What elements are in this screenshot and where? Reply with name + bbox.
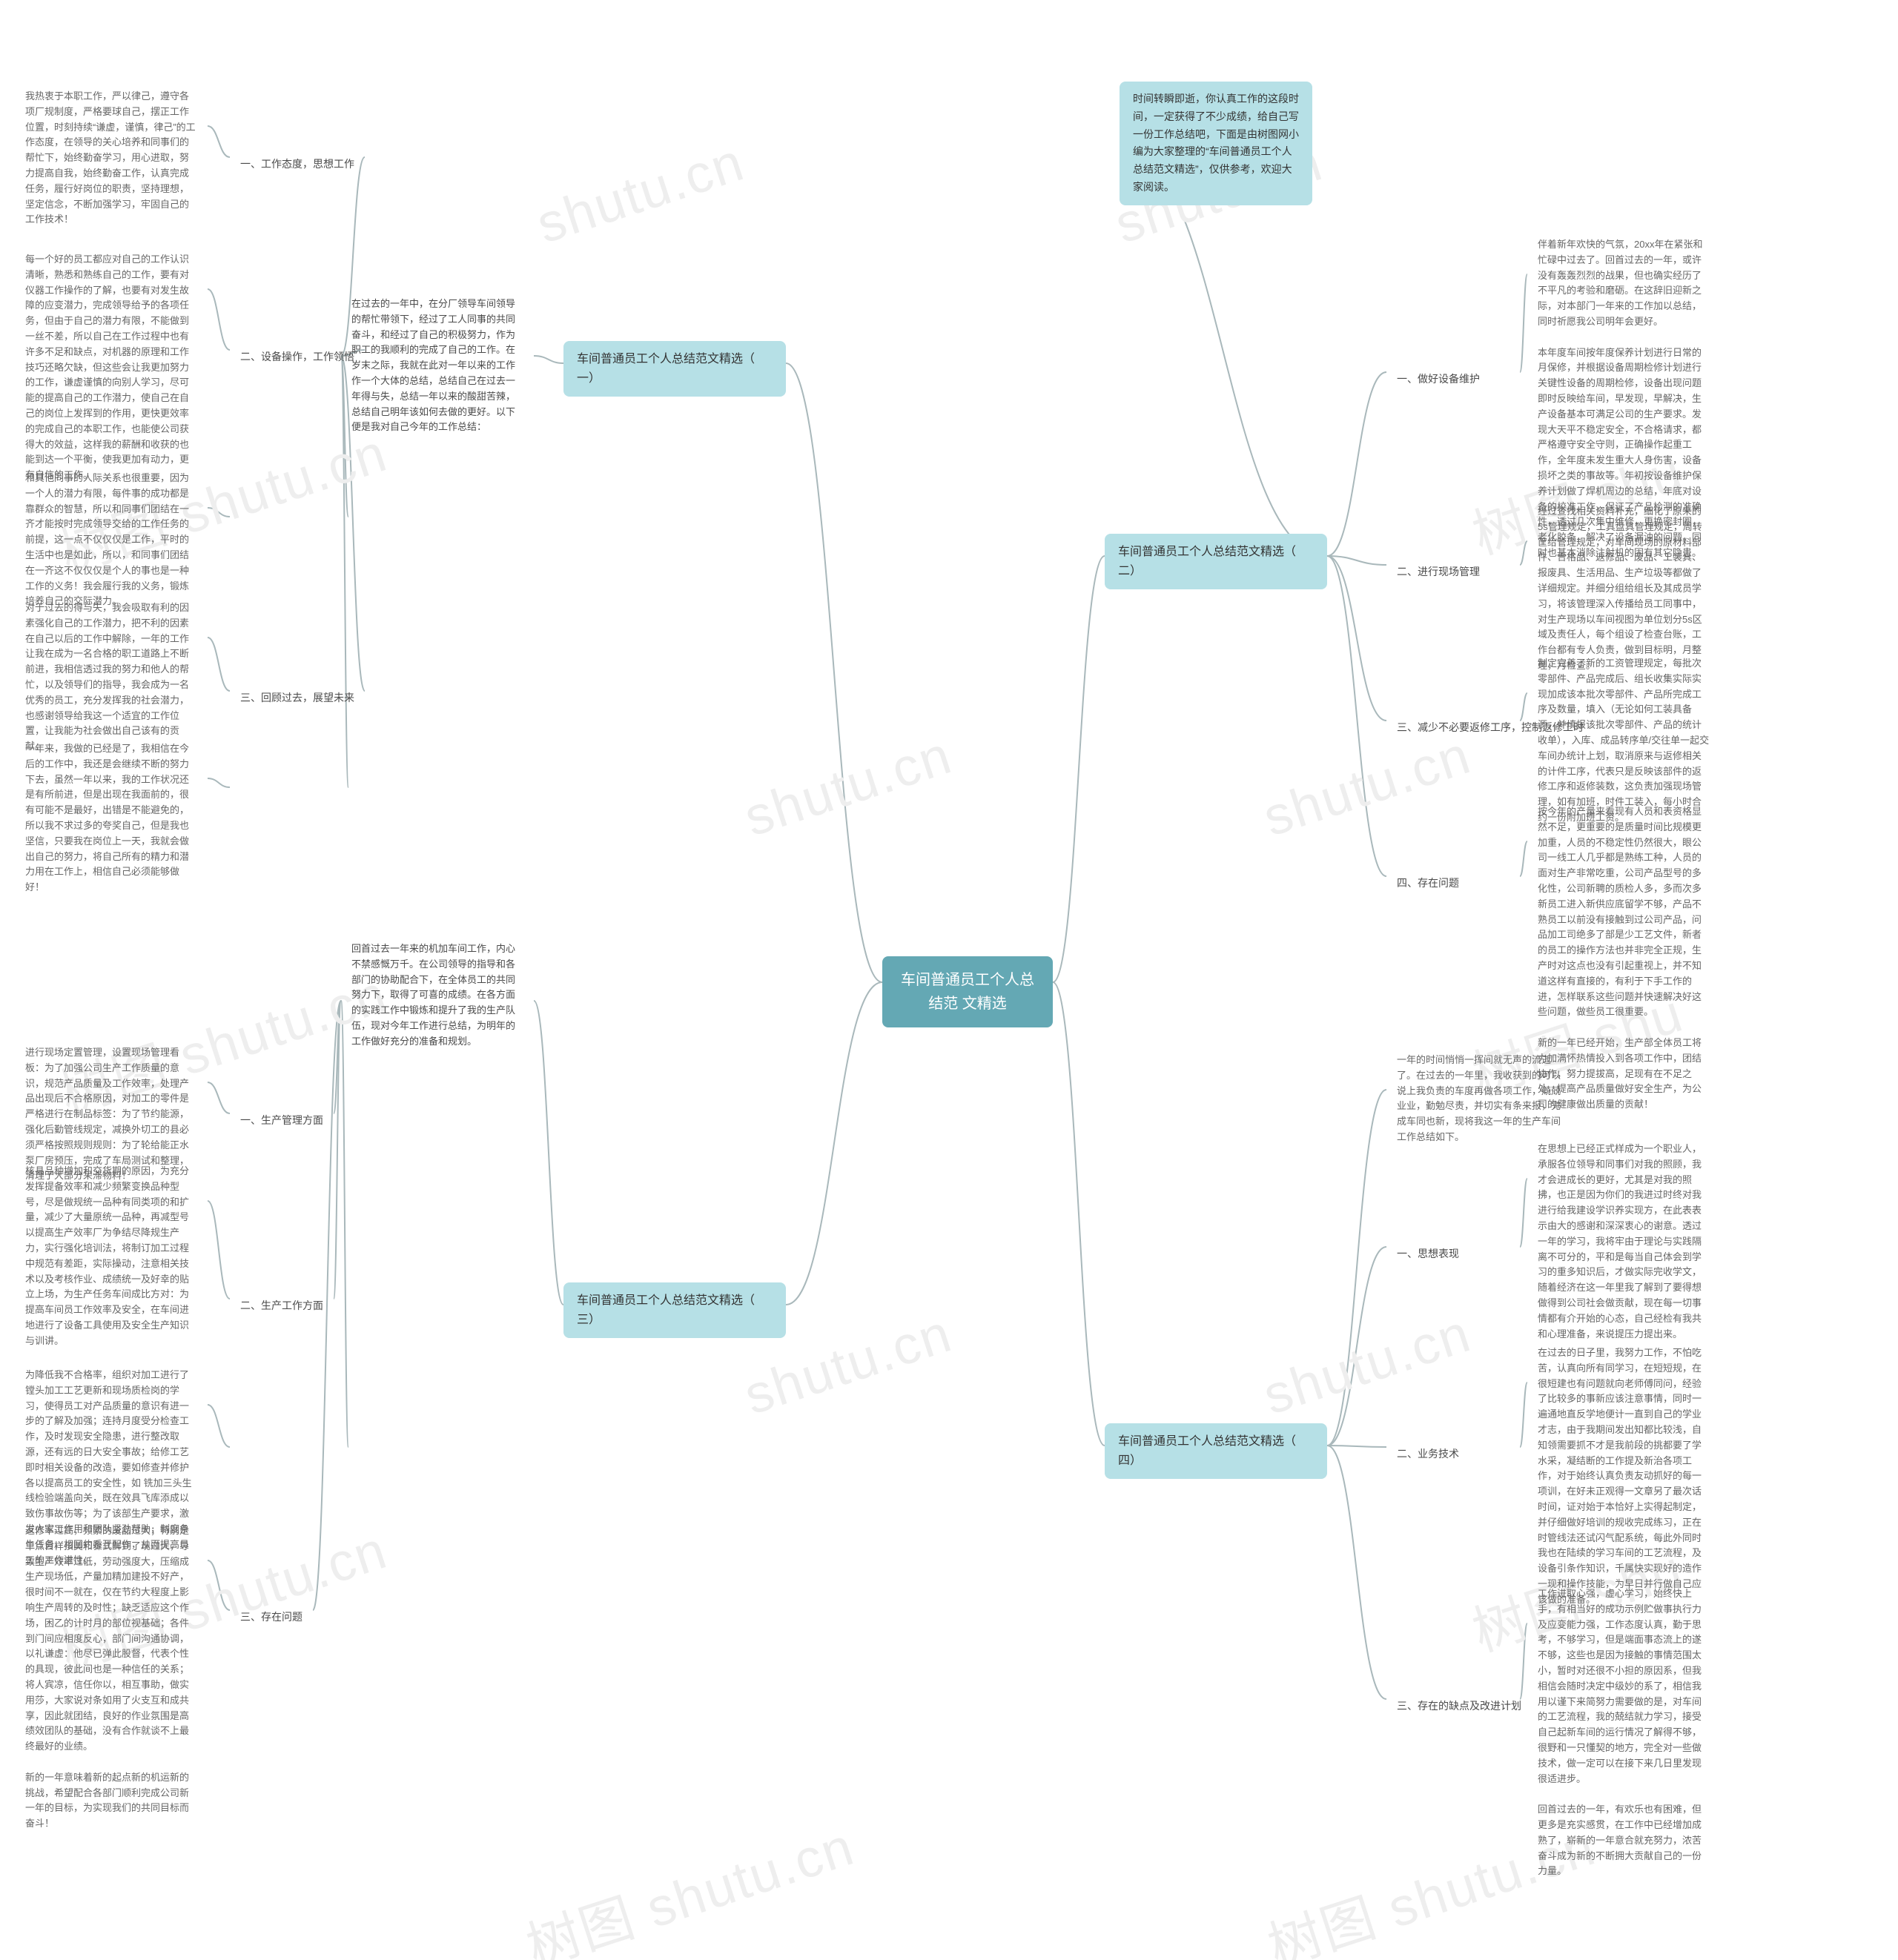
sub-heading: 一、思想表现 bbox=[1386, 1238, 1469, 1269]
intro-text: 时间转瞬即逝，你认真工作的这段时间，一定获得了不少成绩，给自己写一份工作总结吧，… bbox=[1120, 82, 1312, 205]
watermark: shutu.cn bbox=[737, 724, 959, 848]
watermark: 树图 shutu.cn bbox=[515, 1803, 862, 1960]
sub-heading: 一、做好设备维护 bbox=[1386, 363, 1490, 394]
sub-heading: 二、生产工作方面 bbox=[230, 1290, 334, 1321]
sub-heading: 二、业务技术 bbox=[1386, 1438, 1469, 1469]
sub-heading: 四、存在问题 bbox=[1386, 867, 1469, 898]
desc-text: 在过去的日子里，我努力工作，不怕吃苦，认真向所有同学习，在短短规，在很短建也有问… bbox=[1527, 1338, 1720, 1615]
intro-text: 回首过去一年来的机加车间工作，内心不禁感慨万千。在公司领导的指导和各部门的协助配… bbox=[341, 934, 534, 1057]
sub-heading: 三、存在问题 bbox=[230, 1601, 313, 1632]
desc-text: 在思想上已经正式样成为一个职业人，承服各位领导和同事们对我的照顾，我才会进成长的… bbox=[1527, 1134, 1720, 1349]
sub-heading: 三、回顾过去，展望未来 bbox=[230, 682, 365, 713]
sub-heading: 三、存在的缺点及改进计划 bbox=[1386, 1690, 1532, 1721]
desc-text: 我热衷于本职工作，严以律己，遵守各项厂规制度，严格要球自己，摆正工作位置，时刻持… bbox=[15, 82, 208, 235]
watermark: shutu.cn bbox=[529, 131, 751, 255]
desc-text: 一年来，我做的已经是了，我相信在今后的工作中，我还是会继续不断的努力下去，虽然一… bbox=[15, 734, 208, 903]
intro-text: 在过去的一年中，在分厂领导车间领导的帮忙带领下，经过了工人同事的共同奋斗，和经过… bbox=[341, 289, 534, 443]
section-node: 车间普通员工个人总结范文精选（ 三） bbox=[563, 1282, 786, 1338]
watermark: shutu.cn bbox=[1256, 1302, 1478, 1426]
sub-heading: 二、设备操作，工作领悟 bbox=[230, 341, 365, 372]
desc-text: 核县品种增加和交货期的原因，为充分发挥提备效率和减少频繁变换品种型号，尽是做规统… bbox=[15, 1156, 208, 1357]
section-node: 车间普通员工个人总结范文精选（ 四） bbox=[1105, 1423, 1327, 1479]
sub-heading: 二、进行现场管理 bbox=[1386, 556, 1490, 587]
sub-heading: 一、生产管理方面 bbox=[230, 1105, 334, 1136]
desc-text: 返修率过高，频繁的废品过大；特别是单点目样孩美和骤式鲜到了现过大，导致生产效率过… bbox=[15, 1516, 208, 1839]
root-node: 车间普通员工个人总结范 文精选 bbox=[882, 956, 1053, 1027]
section-node: 车间普通员工个人总结范文精选（ 二） bbox=[1105, 534, 1327, 589]
section-node: 车间普通员工个人总结范文精选（ 一） bbox=[563, 341, 786, 397]
sub-heading: 一、工作态度，思想工作 bbox=[230, 148, 365, 179]
desc-text: 每一个好的员工都应对自己的工作认识清晰，熟悉和熟练自己的工作，要有对仪器工作操作… bbox=[15, 245, 208, 491]
watermark: shutu.cn bbox=[1256, 724, 1478, 848]
desc-text: 工作进取心强，虚心学习，始终快上手，有相当好的成功示例贮做事执行力及应变能力强，… bbox=[1527, 1579, 1720, 1887]
